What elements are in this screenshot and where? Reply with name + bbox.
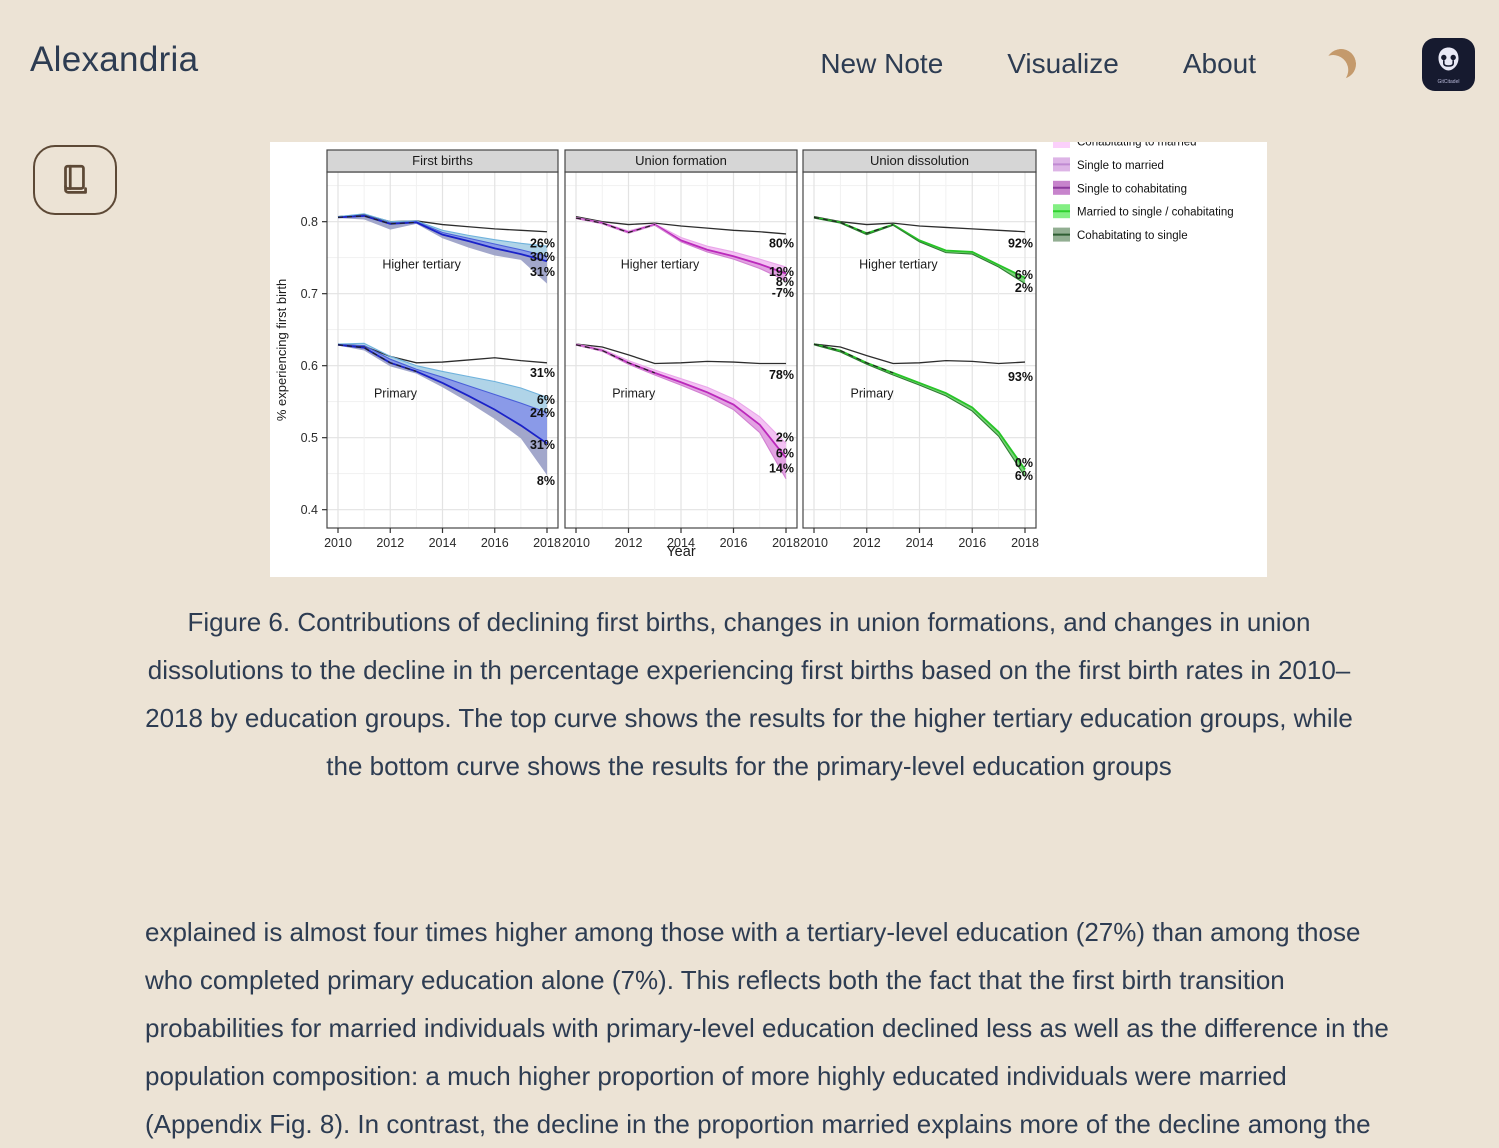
book-icon <box>64 164 87 194</box>
svg-text:First births: First births <box>412 153 473 168</box>
svg-text:2010: 2010 <box>800 536 828 550</box>
svg-text:2012: 2012 <box>615 536 643 550</box>
svg-text:Single to married: Single to married <box>1077 160 1164 172</box>
nav-new-note[interactable]: New Note <box>820 48 944 79</box>
svg-text:31%: 31% <box>530 438 555 452</box>
figure-caption: Figure 6. Contributions of declining fir… <box>145 607 1353 781</box>
logo-text: GitCitadel <box>1438 79 1460 85</box>
svg-text:Higher tertiary: Higher tertiary <box>382 257 461 271</box>
body-paragraph: explained is almost four times higher am… <box>145 908 1397 1148</box>
svg-text:2018: 2018 <box>772 536 800 550</box>
svg-text:2%: 2% <box>1015 281 1033 295</box>
svg-text:Married to single / cohabitati: Married to single / cohabitating <box>1077 207 1234 219</box>
svg-text:Single to cohabitating: Single to cohabitating <box>1077 183 1187 195</box>
svg-text:2010: 2010 <box>562 536 590 550</box>
brand-title[interactable]: Alexandria <box>30 40 199 79</box>
svg-text:14%: 14% <box>769 462 794 476</box>
svg-text:2012: 2012 <box>376 536 404 550</box>
svg-text:78%: 78% <box>769 368 794 382</box>
nav-about[interactable]: About <box>1182 48 1256 79</box>
svg-text:0.4: 0.4 <box>301 503 318 517</box>
svg-text:92%: 92% <box>1008 236 1033 250</box>
svg-text:Year: Year <box>666 544 695 560</box>
svg-text:19%: 19% <box>769 265 794 279</box>
top-nav: New Note Visualize About GitCitadel <box>756 36 1475 92</box>
nav-visualize[interactable]: Visualize <box>1007 48 1119 79</box>
svg-text:Union formation: Union formation <box>635 153 727 168</box>
svg-text:Higher tertiary: Higher tertiary <box>859 257 938 271</box>
svg-text:0.6: 0.6 <box>301 359 318 373</box>
svg-text:6%: 6% <box>776 447 794 461</box>
svg-text:2014: 2014 <box>667 536 695 550</box>
svg-text:8%: 8% <box>537 474 555 488</box>
svg-text:2%: 2% <box>776 431 794 445</box>
svg-text:6%: 6% <box>1015 268 1033 282</box>
svg-text:0%: 0% <box>1015 456 1033 470</box>
svg-text:2014: 2014 <box>906 536 934 550</box>
svg-text:0.5: 0.5 <box>301 431 318 445</box>
svg-text:24%: 24% <box>530 406 555 420</box>
svg-text:2010: 2010 <box>324 536 352 550</box>
svg-text:Cohabitating to single: Cohabitating to single <box>1077 230 1188 242</box>
svg-text:2018: 2018 <box>1011 536 1039 550</box>
svg-text:93%: 93% <box>1008 370 1033 384</box>
svg-text:2016: 2016 <box>720 536 748 550</box>
svg-text:30%: 30% <box>530 250 555 264</box>
svg-text:Union dissolution: Union dissolution <box>870 153 969 168</box>
gitcitadel-logo-icon: GitCitadel <box>1422 37 1475 91</box>
svg-text:2014: 2014 <box>429 536 457 550</box>
svg-text:80%: 80% <box>769 236 794 250</box>
svg-text:2016: 2016 <box>958 536 986 550</box>
svg-text:Primary: Primary <box>850 386 894 400</box>
svg-text:Higher tertiary: Higher tertiary <box>621 257 700 271</box>
svg-text:26%: 26% <box>530 236 555 250</box>
chart-svg: Higher tertiary26%30%31%Primary31%6%24%3… <box>270 142 1267 577</box>
app-logo[interactable]: GitCitadel <box>1422 37 1475 91</box>
svg-text:Cohabitating to married: Cohabitating to married <box>1077 142 1197 149</box>
svg-text:% experiencing first birth: % experiencing first birth <box>274 279 289 421</box>
svg-text:31%: 31% <box>530 265 555 279</box>
svg-text:2018: 2018 <box>533 536 561 550</box>
figure-6-image: Higher tertiary 26% 30% 31% Primary 31% 6% 24% 3… <box>270 142 1267 577</box>
svg-text:Primary: Primary <box>612 386 656 400</box>
cutoff-line: contrast, the decline in the proportion … <box>379 1109 1371 1139</box>
svg-text:0.7: 0.7 <box>301 287 318 301</box>
moon-icon[interactable] <box>1323 46 1359 82</box>
svg-text:6%: 6% <box>1015 469 1033 483</box>
svg-text:-7%: -7% <box>772 286 794 300</box>
svg-text:2012: 2012 <box>853 536 881 550</box>
svg-text:0.8: 0.8 <box>301 215 318 229</box>
reader-mode-button[interactable] <box>33 145 117 215</box>
svg-text:Primary: Primary <box>374 386 418 400</box>
svg-text:31%: 31% <box>530 366 555 380</box>
svg-text:2016: 2016 <box>481 536 509 550</box>
body-paragraph-text: explained is almost four times higher am… <box>145 917 1389 1139</box>
svg-text:6%: 6% <box>537 393 555 407</box>
svg-text:8%: 8% <box>776 275 794 289</box>
